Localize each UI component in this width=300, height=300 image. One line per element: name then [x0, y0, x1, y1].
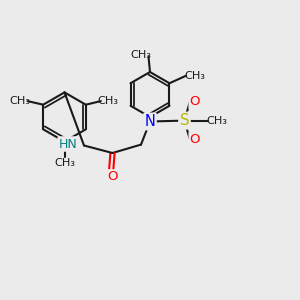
Text: CH₃: CH₃ — [98, 96, 119, 106]
Text: O: O — [190, 95, 200, 108]
Text: HN: HN — [59, 137, 77, 151]
Text: O: O — [107, 170, 118, 184]
Text: O: O — [190, 133, 200, 146]
Text: CH₃: CH₃ — [54, 158, 75, 168]
Text: CH₃: CH₃ — [184, 71, 206, 81]
Text: CH₃: CH₃ — [130, 50, 152, 60]
Text: N: N — [145, 114, 155, 129]
Text: CH₃: CH₃ — [10, 96, 31, 106]
Text: S: S — [180, 113, 189, 128]
Text: CH₃: CH₃ — [206, 116, 227, 126]
